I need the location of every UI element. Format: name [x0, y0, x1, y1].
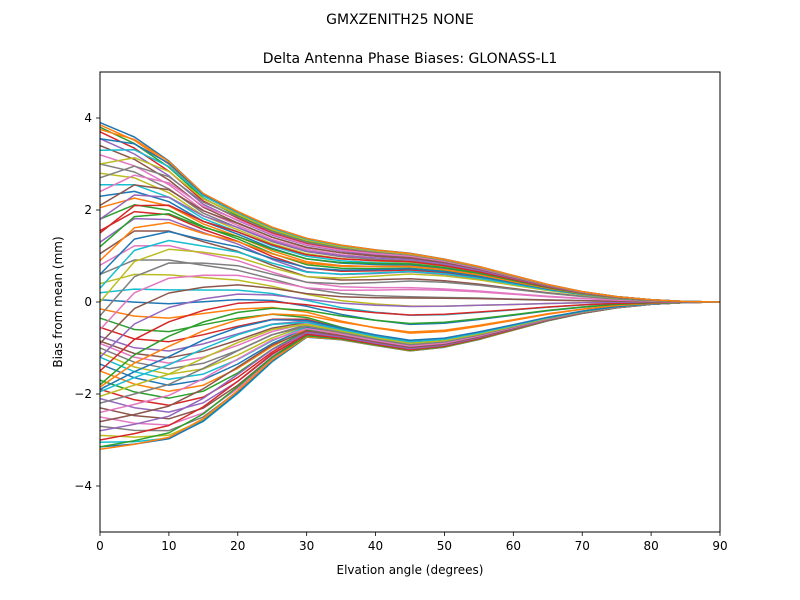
chart-title: Delta Antenna Phase Biases: GLONASS-L1	[263, 51, 558, 67]
figure-suptitle: GMXZENITH25 NONE	[326, 12, 474, 28]
x-tick-label: 60	[506, 539, 521, 553]
x-tick-label: 50	[437, 539, 452, 553]
series-line	[100, 284, 720, 344]
series-line	[100, 301, 720, 386]
series-line	[100, 301, 720, 391]
y-axis: −4 −2 0 2 4	[74, 111, 100, 493]
y-tick-label: 2	[84, 203, 92, 217]
x-tick-label: 10	[161, 539, 176, 553]
y-tick-label: −2	[74, 387, 92, 401]
x-tick-label: 70	[575, 539, 590, 553]
x-tick-label: 30	[299, 539, 314, 553]
y-tick-label: 0	[84, 295, 92, 309]
y-axis-label: Bias from mean (mm)	[51, 236, 65, 367]
x-tick-label: 80	[643, 539, 658, 553]
series-line	[100, 300, 720, 372]
series-line	[100, 301, 720, 388]
series-layer	[100, 121, 720, 450]
x-axis: 0 10 20 30 40 50 60 70 80 90	[96, 532, 728, 553]
x-tick-label: 40	[368, 539, 383, 553]
x-axis-label: Elvation angle (degrees)	[337, 563, 484, 577]
y-tick-label: 4	[84, 111, 92, 125]
y-tick-label: −4	[74, 479, 92, 493]
x-tick-label: 0	[96, 539, 104, 553]
series-line	[100, 293, 720, 358]
x-tick-label: 90	[712, 539, 727, 553]
series-line	[100, 128, 720, 303]
x-tick-label: 20	[230, 539, 245, 553]
series-line	[100, 274, 720, 331]
series-line	[100, 262, 720, 317]
